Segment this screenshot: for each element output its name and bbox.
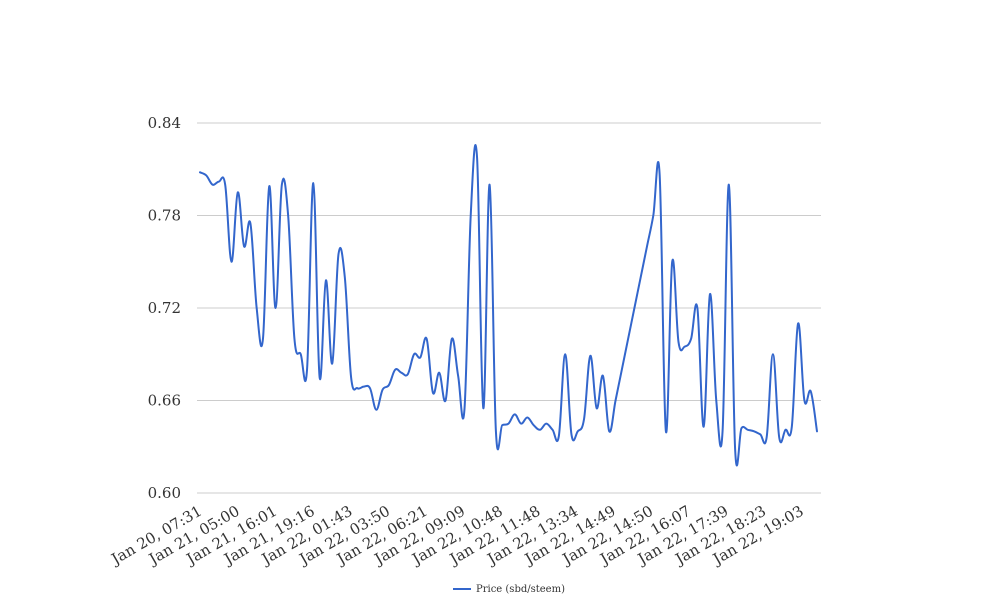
- series-line-price: [199, 144, 818, 467]
- y-tick-label: 0.84: [148, 114, 181, 132]
- y-axis-ticks: 0.60 0.66 0.72 0.78 0.84: [148, 114, 181, 502]
- gridlines: [197, 122, 821, 494]
- series-layer: [199, 144, 818, 467]
- y-tick-label: 0.66: [148, 392, 181, 410]
- y-tick-label: 0.78: [148, 207, 181, 225]
- y-tick-label: 0.60: [148, 484, 181, 502]
- legend: Price (sbd/steem): [453, 584, 565, 595]
- y-tick-label: 0.72: [148, 299, 181, 317]
- legend-label: Price (sbd/steem): [476, 584, 565, 595]
